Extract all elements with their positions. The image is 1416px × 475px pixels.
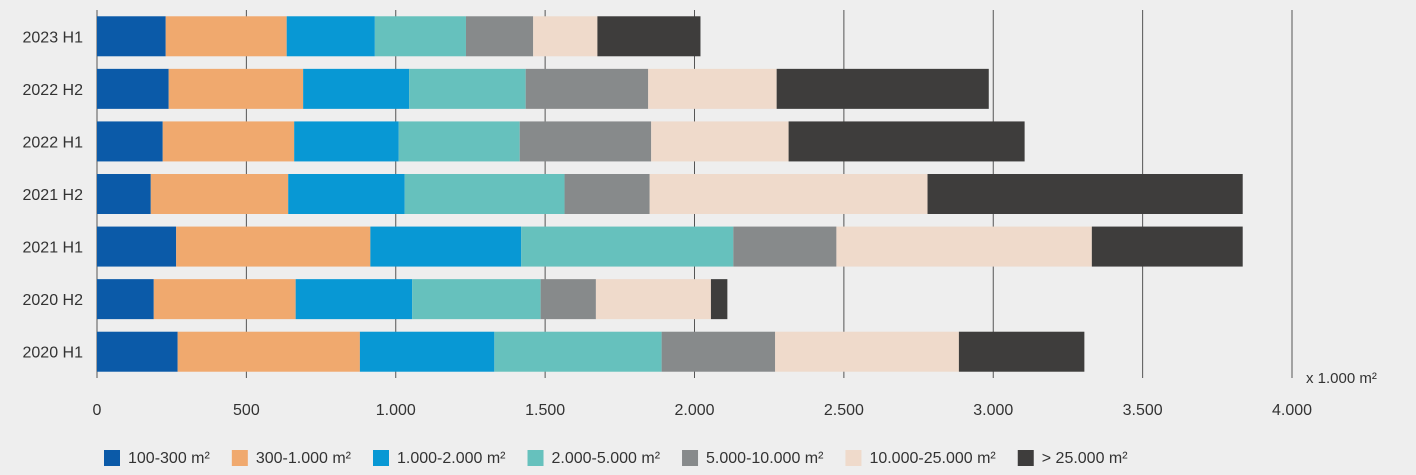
bar-segment bbox=[958, 331, 1085, 372]
bar-segment bbox=[97, 68, 169, 109]
x-tick-label: 2.500 bbox=[824, 402, 864, 419]
legend-label: 300-1.000 m² bbox=[256, 450, 352, 467]
bar-segment bbox=[836, 226, 1092, 267]
legend-swatch bbox=[373, 450, 389, 466]
legend-label: 1.000-2.000 m² bbox=[397, 450, 506, 467]
bar-segment bbox=[374, 16, 466, 57]
bar-segment bbox=[97, 226, 177, 267]
bar-segment bbox=[525, 68, 649, 109]
bar-segment bbox=[359, 331, 495, 372]
category-label: 2022 H2 bbox=[23, 82, 84, 99]
bar-segment bbox=[153, 279, 296, 320]
bar-segment bbox=[288, 174, 405, 214]
category-labels: 2020 H1 2020 H2 2021 H1 2021 H2 2022 H1 2022 … bbox=[23, 29, 84, 361]
bar-segment bbox=[733, 226, 837, 267]
legend-label: 100-300 m² bbox=[128, 450, 210, 467]
bar-segment bbox=[651, 121, 789, 162]
category-label: 2020 H2 bbox=[23, 292, 84, 309]
bar-segment bbox=[776, 68, 989, 109]
x-tick-label: 3.000 bbox=[973, 402, 1013, 419]
bar-segment bbox=[465, 16, 534, 57]
bar-segment bbox=[162, 121, 295, 162]
x-tick-labels: 0 500 1.000 1.500 2.000 2.500 3.000 3.500 4.000 bbox=[93, 402, 1313, 419]
bar-segment bbox=[661, 331, 776, 372]
bar-segment bbox=[649, 174, 928, 214]
category-label: 2022 H1 bbox=[23, 134, 84, 151]
legend-label: > 25.000 m² bbox=[1042, 450, 1129, 467]
bar-segment bbox=[165, 16, 287, 57]
bar-segment bbox=[564, 174, 650, 214]
bar-segment bbox=[97, 279, 154, 320]
legend-label: 5.000-10.000 m² bbox=[706, 450, 824, 467]
bar-segment bbox=[788, 121, 1025, 162]
bar-segment bbox=[409, 68, 526, 109]
bar-segment bbox=[303, 68, 410, 109]
bar-segment bbox=[295, 279, 413, 320]
x-tick-label: 2.000 bbox=[674, 402, 714, 419]
bar-segment bbox=[597, 16, 701, 57]
category-label: 2021 H2 bbox=[23, 187, 84, 204]
x-tick-label: 3.500 bbox=[1123, 402, 1163, 419]
bar-segment bbox=[177, 331, 360, 372]
bar-segment bbox=[286, 16, 375, 57]
legend-swatch bbox=[527, 450, 544, 466]
bar-segment bbox=[97, 16, 166, 57]
bar-segment bbox=[97, 174, 151, 214]
x-tick-label: 1.500 bbox=[525, 402, 565, 419]
x-tick-label: 1.000 bbox=[376, 402, 416, 419]
bar-segment bbox=[710, 279, 728, 320]
bar-segment bbox=[150, 174, 289, 214]
legend-swatch bbox=[682, 450, 699, 466]
bar-segment bbox=[168, 68, 304, 109]
bar-segment bbox=[370, 226, 522, 267]
bar-segment bbox=[648, 68, 777, 109]
x-tick-label: 4.000 bbox=[1272, 402, 1312, 419]
bar-segment bbox=[927, 174, 1243, 214]
bar-segment bbox=[775, 331, 959, 372]
unit-label: x 1.000 m² bbox=[1306, 370, 1377, 387]
bar-series bbox=[97, 16, 1243, 372]
legend: 100-300 m² 300-1.000 m² 1.000-2.000 m² 2.00… bbox=[104, 450, 1128, 467]
category-label: 2021 H1 bbox=[23, 240, 84, 257]
category-label: 2023 H1 bbox=[23, 29, 84, 46]
bar-segment bbox=[540, 279, 596, 320]
bar-segment bbox=[176, 226, 371, 267]
bar-segment bbox=[521, 226, 734, 267]
legend-swatch bbox=[1017, 450, 1034, 466]
bar-segment bbox=[404, 174, 565, 214]
legend-label: 2.000-5.000 m² bbox=[552, 450, 661, 467]
x-tick-label: 500 bbox=[233, 402, 260, 419]
bar-segment bbox=[1091, 226, 1243, 267]
bar-segment bbox=[412, 279, 541, 320]
bar-segment bbox=[97, 331, 178, 372]
legend-swatch bbox=[104, 450, 120, 466]
bar-segment bbox=[294, 121, 399, 162]
bar-segment bbox=[533, 16, 598, 57]
x-tick-label: 0 bbox=[93, 402, 102, 419]
bar-segment bbox=[398, 121, 520, 162]
legend-label: 10.000-25.000 m² bbox=[869, 450, 996, 467]
legend-swatch bbox=[231, 450, 248, 466]
bar-segment bbox=[494, 331, 662, 372]
bar-segment bbox=[97, 121, 163, 162]
bar-segment bbox=[595, 279, 711, 320]
bar-segment bbox=[519, 121, 652, 162]
category-label: 2020 H1 bbox=[23, 345, 84, 362]
legend-swatch bbox=[845, 450, 862, 466]
